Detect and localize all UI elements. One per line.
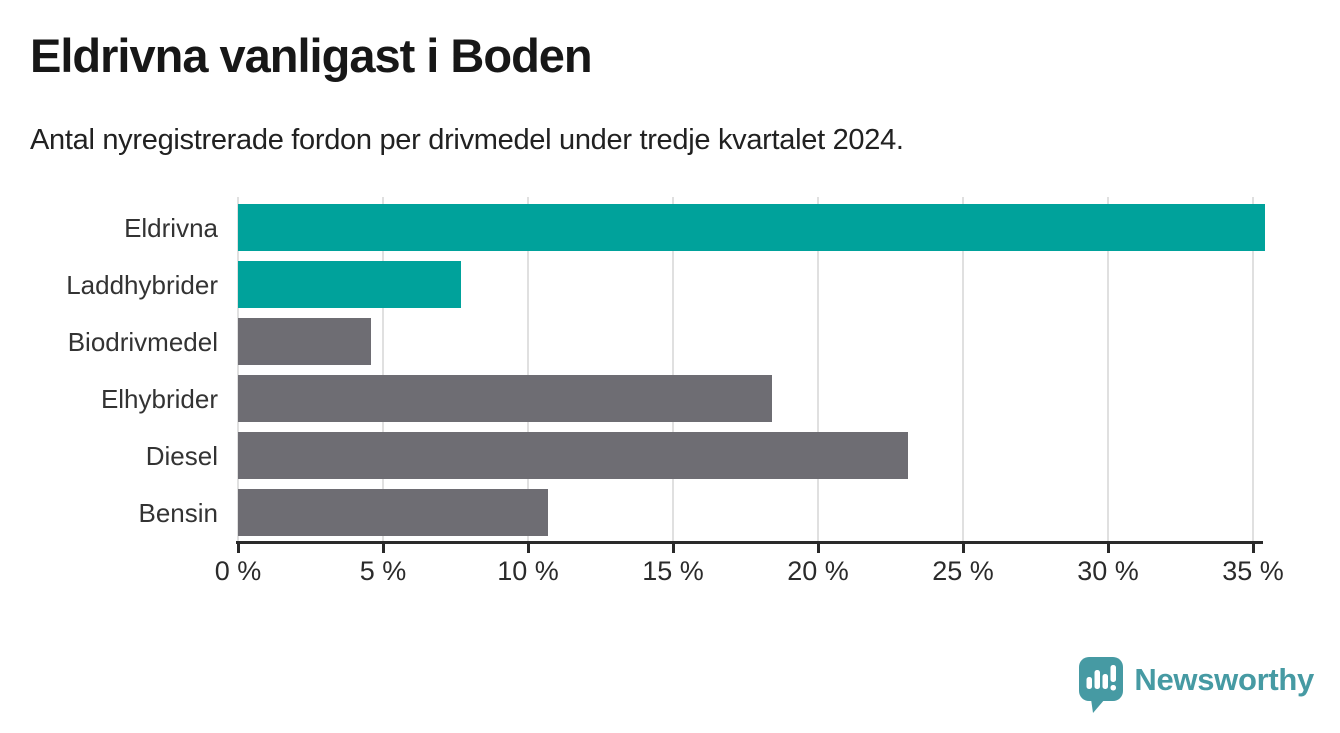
x-axis-tick-0: [236, 544, 240, 553]
category-label-eldrivna: Eldrivna: [124, 212, 218, 243]
bar-biodrivmedel: [238, 318, 372, 365]
x-tick-label-30: 30 %: [1077, 556, 1139, 586]
x-tick-label-20: 20 %: [787, 556, 849, 586]
chart-title: Eldrivna vanligast i Boden: [30, 29, 593, 82]
category-label-diesel: Diesel: [145, 440, 218, 471]
category-label-laddhybrider: Laddhybrider: [66, 269, 218, 300]
gridline-25-pct: [962, 197, 964, 541]
x-tick-label-0: 0 %: [214, 556, 262, 586]
gridline-30-pct: [1107, 197, 1109, 541]
category-label-bensin: Bensin: [138, 497, 219, 528]
category-label-elhybrider: Elhybrider: [100, 383, 218, 414]
x-axis-tick-20: [816, 544, 820, 553]
bar-diesel: [238, 432, 908, 479]
x-tick-label-5: 5 %: [359, 556, 407, 586]
x-tick-label-15: 15 %: [642, 556, 704, 586]
x-tick-label-25: 25 %: [932, 556, 994, 586]
x-axis-tick-5: [381, 544, 385, 553]
chart-subtitle: Antal nyregistrerade fordon per drivmede…: [30, 124, 904, 156]
newsworthy-brand: Newsworthy: [1078, 656, 1314, 719]
x-axis-tick-25: [961, 544, 965, 553]
gridline-35-pct: [1252, 197, 1254, 541]
gridline-15-pct: [672, 197, 674, 541]
gridline-10-pct: [527, 197, 529, 541]
gridline-20-pct: [817, 197, 819, 541]
newsworthy-logo-icon: [1078, 656, 1124, 719]
x-axis-tick-15: [671, 544, 675, 553]
x-axis-tick-10: [526, 544, 530, 553]
x-tick-label-10: 10 %: [497, 556, 559, 586]
category-label-biodrivmedel: Biodrivmedel: [67, 326, 218, 357]
bar-bensin: [238, 489, 549, 536]
x-axis-line: [236, 541, 1263, 544]
bar-eldrivna: [238, 204, 1265, 251]
bar-laddhybrider: [238, 261, 462, 308]
gridline-0-pct: [237, 197, 239, 541]
x-axis-tick-35: [1251, 544, 1255, 553]
gridline-5-pct: [382, 197, 384, 541]
newsworthy-brand-name: Newsworthy: [1134, 662, 1314, 697]
x-axis-tick-30: [1106, 544, 1110, 553]
bar-elhybrider: [238, 375, 772, 422]
x-tick-label-35: 35 %: [1222, 556, 1284, 586]
